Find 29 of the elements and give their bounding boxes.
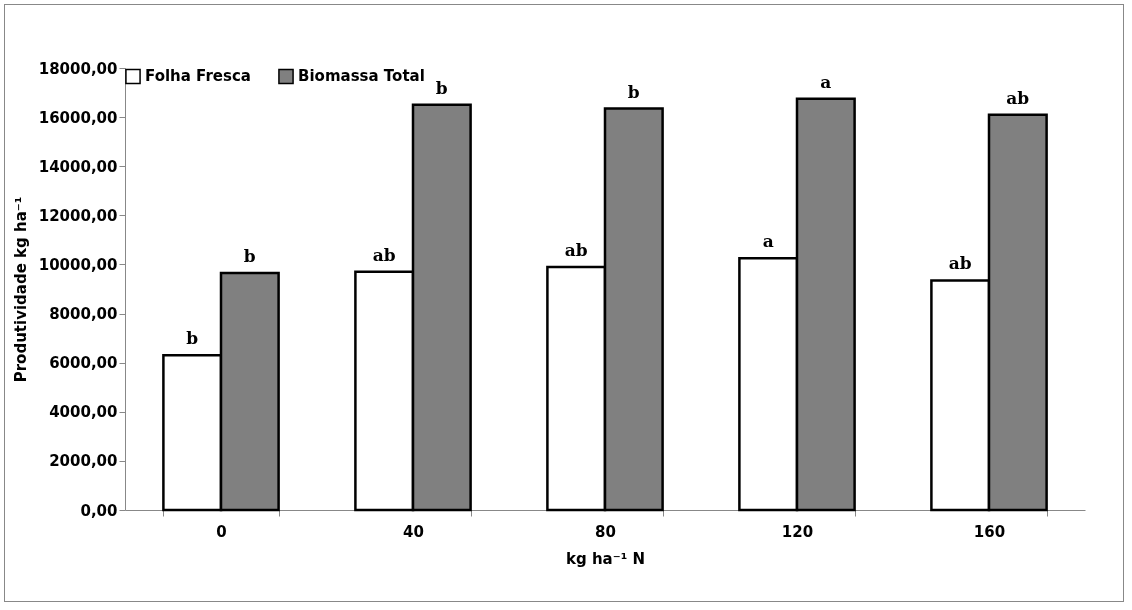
data-label: b (435, 77, 448, 98)
y-tick-label: 8000,00 (49, 305, 118, 324)
x-tick-label: 120 (781, 522, 814, 541)
y-tick-label: 2000,00 (49, 452, 118, 471)
data-label: ab (948, 253, 972, 274)
data-label: a (762, 231, 774, 252)
x-tick-label: 160 (973, 522, 1006, 541)
legend-label: Biomassa Total (298, 67, 425, 86)
data-label: a (820, 71, 832, 92)
x-axis-title: kg ha⁻¹ N (566, 549, 645, 568)
x-tick-label: 40 (403, 522, 424, 541)
data-label: b (186, 328, 199, 349)
y-tick-label: 6000,00 (49, 354, 118, 373)
data-label: b (243, 246, 256, 267)
y-tick-label: 18000,00 (38, 59, 118, 78)
y-tick-label: 10000,00 (38, 255, 118, 274)
x-tick-label: 80 (595, 522, 616, 541)
y-axis-title: Produtividade kg ha⁻¹ (11, 196, 30, 383)
y-tick-label: 4000,00 (49, 403, 118, 422)
y-tick-label: 12000,00 (38, 206, 118, 225)
y-tick-label: 0,00 (80, 501, 118, 520)
y-tick-label: 16000,00 (38, 108, 118, 127)
data-label: ab (1006, 87, 1030, 108)
y-tick-label: 14000,00 (38, 157, 118, 176)
data-label: ab (372, 244, 396, 265)
data-label: b (627, 81, 640, 102)
data-label: ab (564, 239, 588, 260)
x-tick-label: 0 (216, 522, 227, 541)
legend-label: Folha Fresca (145, 67, 251, 86)
